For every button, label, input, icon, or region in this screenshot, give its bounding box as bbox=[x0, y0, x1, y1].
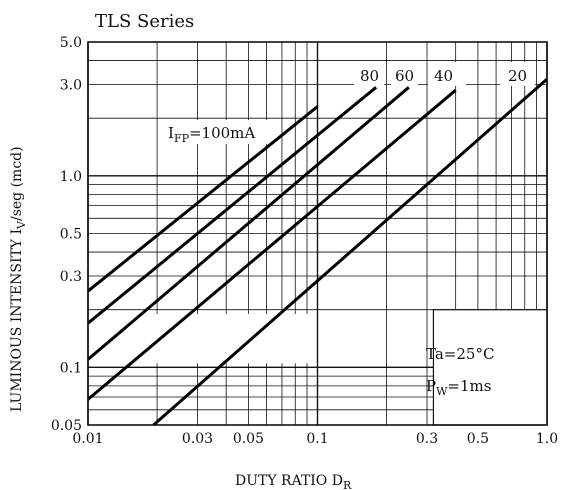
series-label-20: 20 bbox=[508, 67, 527, 85]
x-tick-label: 1.0 bbox=[536, 431, 558, 447]
series-label-80: 80 bbox=[360, 67, 379, 85]
plot-border bbox=[87, 41, 548, 426]
y-tick-label: 0.1 bbox=[60, 360, 82, 376]
conditions-box bbox=[433, 309, 547, 425]
series-label-60: 60 bbox=[395, 67, 414, 85]
overlay-series-label bbox=[354, 62, 384, 86]
overlay-series-label bbox=[500, 62, 535, 86]
series-line-60 bbox=[87, 86, 410, 361]
y-tick-label: 3.0 bbox=[60, 77, 82, 93]
y-tick-label: 1.0 bbox=[60, 169, 82, 185]
x-tick-label: 0.01 bbox=[72, 431, 103, 447]
label-overlays bbox=[92, 62, 548, 426]
series-line-40 bbox=[87, 89, 457, 401]
plot-frame bbox=[87, 41, 548, 426]
series-label-40: 40 bbox=[434, 67, 453, 85]
x-tick-label: 0.05 bbox=[233, 431, 264, 447]
x-tick-label: 0.1 bbox=[306, 431, 328, 447]
y-tick-label: 0.5 bbox=[60, 227, 82, 243]
overlay-lower-left bbox=[92, 313, 313, 364]
x-tick-label: 0.03 bbox=[182, 431, 213, 447]
overlay-ifp-label bbox=[162, 120, 278, 144]
pulse-width-note: PW=1ms bbox=[426, 377, 491, 398]
series-group bbox=[87, 77, 548, 427]
series-line-20 bbox=[152, 77, 548, 427]
x-tick-labels: 0.01 0.03 0.05 0.1 0.3 0.5 1.0 bbox=[72, 431, 558, 447]
series-line-80 bbox=[87, 86, 378, 325]
ambient-temperature-note: Ta=25°C bbox=[426, 345, 494, 363]
overlay-series-label bbox=[428, 62, 466, 86]
series-labels: 80 60 40 20 bbox=[360, 67, 527, 85]
x-tick-label: 0.5 bbox=[467, 431, 489, 447]
chart-title: TLS Series bbox=[95, 11, 194, 32]
y-axis-label: LUMINOUS INTENSITY IV/seg (mcd) bbox=[9, 146, 28, 412]
x-axis-label: DUTY RATIO DR bbox=[235, 473, 352, 490]
x-tick-label: 0.3 bbox=[416, 431, 438, 447]
y-tick-labels: 0.05 0.1 0.3 0.5 1.0 3.0 5.0 bbox=[51, 35, 82, 434]
overlay-series-label bbox=[391, 62, 418, 86]
y-tick-label: 0.05 bbox=[51, 418, 82, 434]
series-line-100mA bbox=[87, 105, 319, 293]
curve-family-label: IFP=100mA bbox=[168, 124, 255, 145]
y-tick-label: 5.0 bbox=[60, 35, 82, 51]
y-tick-label: 0.3 bbox=[60, 269, 82, 285]
